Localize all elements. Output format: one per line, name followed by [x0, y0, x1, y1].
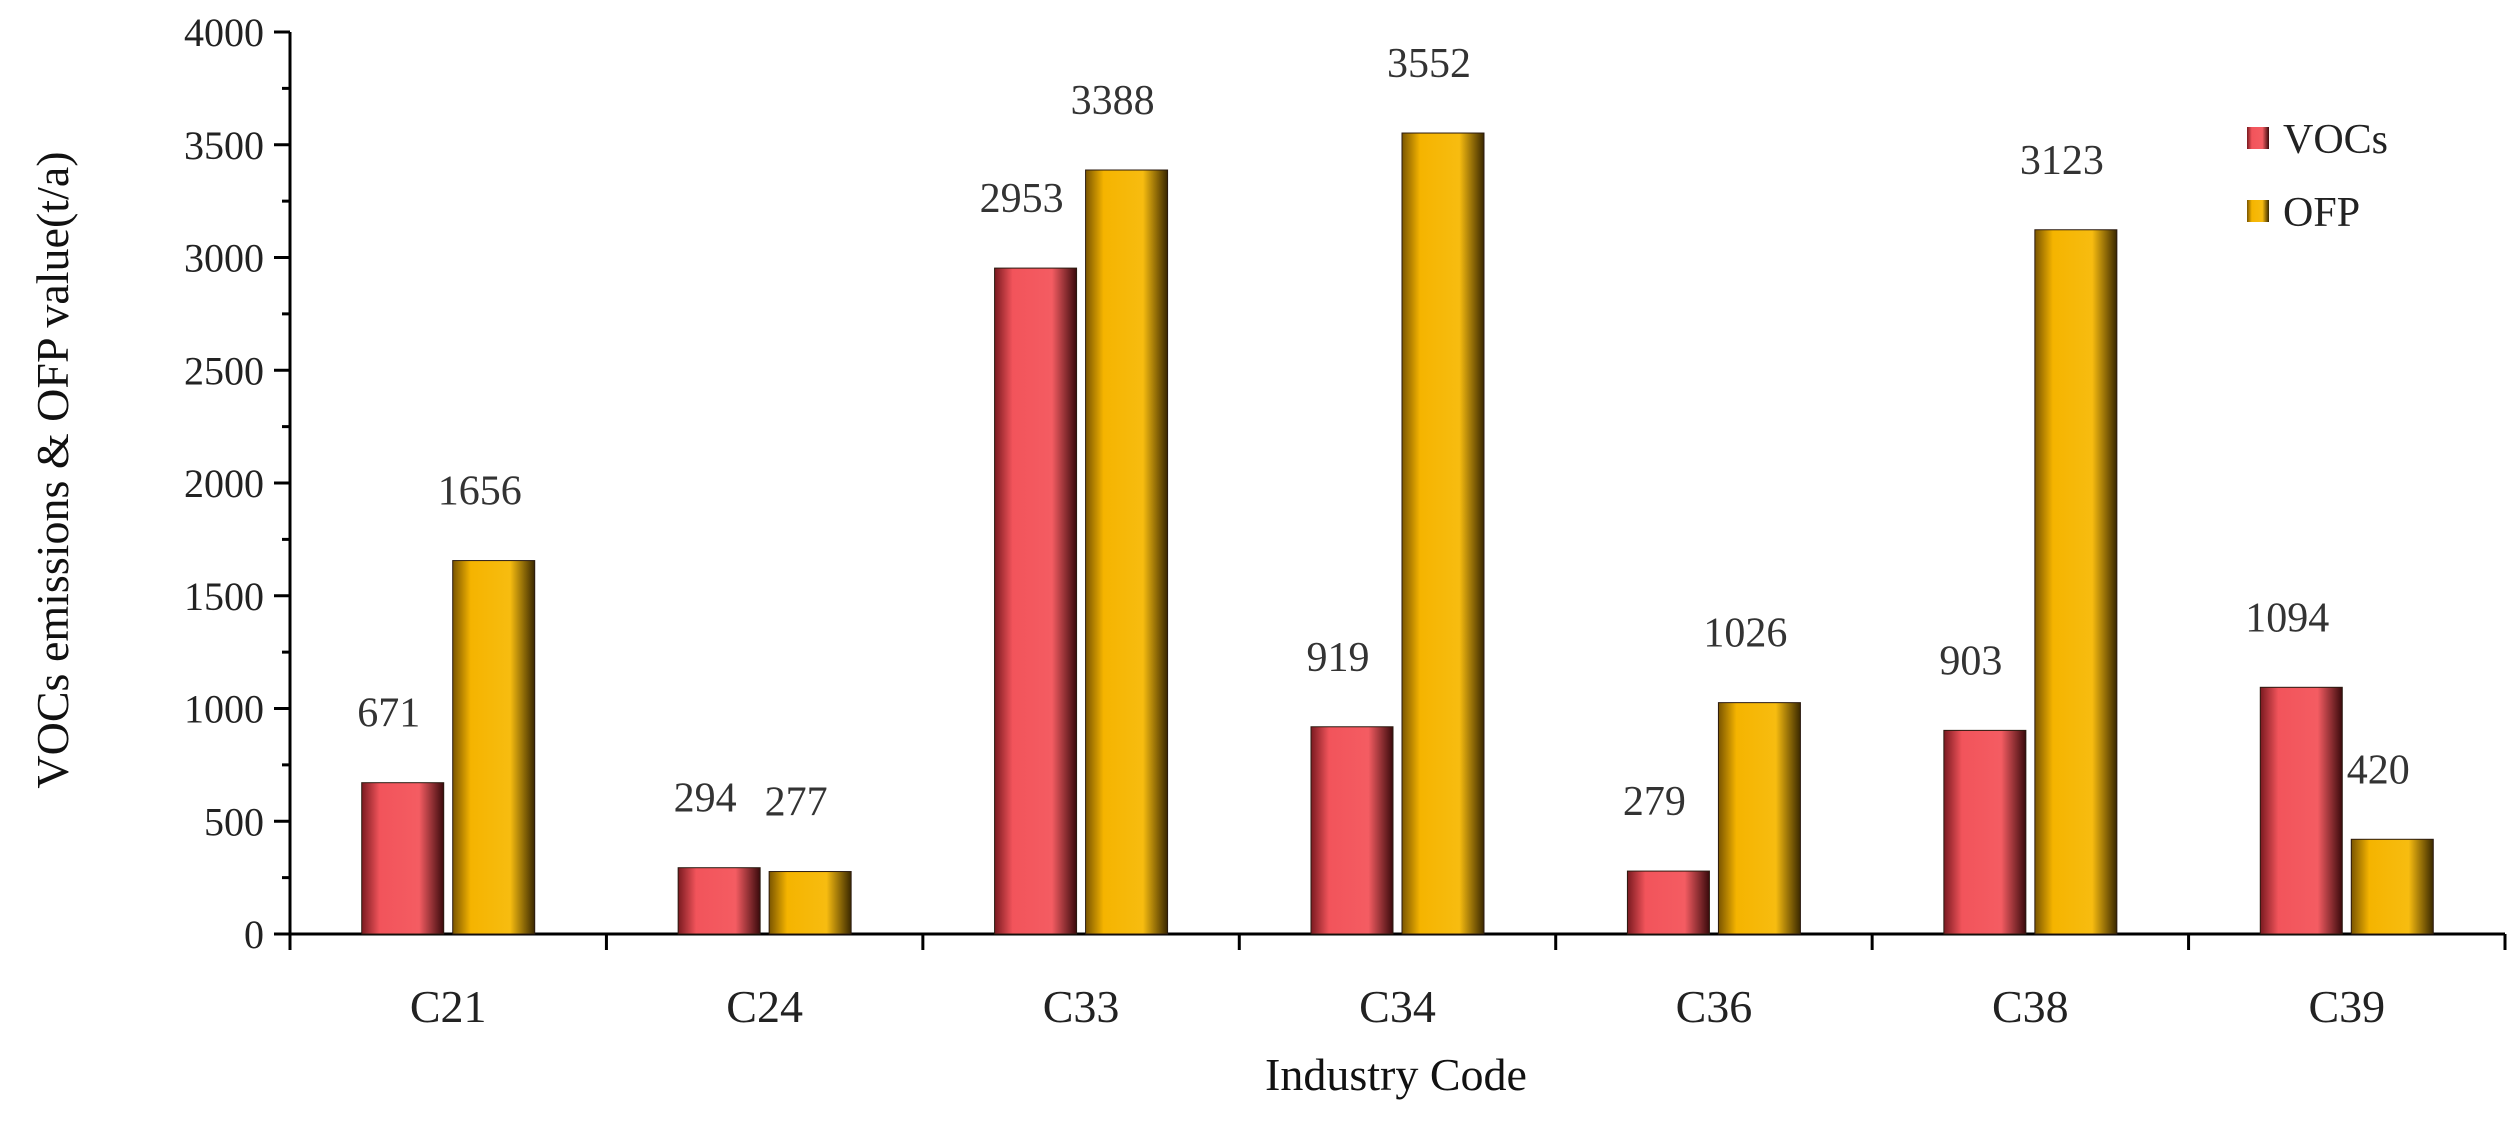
data-label-vocs-c33: 2953 — [980, 176, 1064, 222]
y-axis: 0 500 1000 1500 2000 2500 3000 3500 4000 — [184, 10, 292, 957]
data-label-vocs-c21: 671 — [357, 691, 420, 737]
data-label-vocs-c39: 1094 — [2245, 595, 2329, 641]
bar-vocs-c36 — [1626, 870, 1710, 935]
bar-ofp-c38 — [2034, 229, 2118, 935]
legend-swatch-ofp — [2247, 200, 2269, 222]
data-label-vocs-c36: 279 — [1623, 779, 1686, 825]
bars — [361, 132, 2434, 935]
bar-ofp-c33 — [1085, 169, 1169, 935]
data-label-vocs-c34: 919 — [1307, 635, 1370, 681]
legend-label-vocs: VOCs — [2283, 117, 2388, 163]
data-label-ofp-c21: 1656 — [438, 469, 522, 515]
bar-ofp-c21 — [452, 560, 536, 935]
legend-swatch-vocs — [2247, 127, 2269, 149]
x-tick-label: C38 — [1992, 981, 2069, 1032]
x-tick-label: C33 — [1043, 981, 1120, 1032]
x-tick-label: C36 — [1676, 981, 1753, 1032]
y-tick-label: 3000 — [184, 236, 264, 281]
data-label-vocs-c38: 903 — [1939, 638, 2002, 684]
data-label-ofp-c34: 3552 — [1387, 41, 1471, 87]
legend: VOCs OFP — [2247, 117, 2388, 236]
legend-item-ofp: OFP — [2247, 190, 2360, 236]
bar-vocs-c34 — [1310, 726, 1394, 935]
x-tick-label: C34 — [1359, 981, 1436, 1032]
bar-ofp-c36 — [1717, 702, 1801, 935]
y-tick-label: 2000 — [184, 461, 264, 506]
bar-ofp-c24 — [768, 871, 852, 935]
data-label-ofp-c36: 1026 — [1703, 611, 1787, 657]
y-tick-label: 500 — [204, 799, 264, 844]
bar-vocs-c38 — [1943, 729, 2027, 935]
x-tick-label: C39 — [2308, 981, 2385, 1032]
y-tick-label: 0 — [244, 912, 264, 957]
data-label-ofp-c39: 420 — [2347, 747, 2410, 793]
y-tick-label: 1500 — [184, 574, 264, 619]
data-labels: 671 1656 294 277 2953 3388 919 3552 279 1026 903 31… — [357, 41, 2410, 826]
data-label-ofp-c38: 3123 — [2020, 138, 2104, 184]
bar-vocs-c33 — [994, 267, 1078, 935]
x-axis-title: Industry Code — [1265, 1049, 1527, 1100]
x-axis: C21 C24 C33 C34 C36 C38 C39 — [288, 932, 2507, 1032]
bar-vocs-c21 — [361, 782, 445, 935]
legend-item-vocs: VOCs — [2247, 117, 2388, 163]
y-axis-title: VOCs emissions & OFP value(t/a) — [27, 151, 78, 788]
x-tick-label: C24 — [726, 981, 803, 1032]
data-label-ofp-c33: 3388 — [1071, 78, 1155, 124]
y-tick-label: 1000 — [184, 687, 264, 732]
bar-vocs-c39 — [2259, 686, 2343, 935]
y-tick-label: 2500 — [184, 348, 264, 393]
bar-ofp-c39 — [2350, 838, 2434, 935]
y-tick-label: 3500 — [184, 123, 264, 168]
y-tick-label: 4000 — [184, 10, 264, 55]
data-label-vocs-c24: 294 — [674, 776, 737, 822]
x-tick-label: C21 — [410, 981, 487, 1032]
legend-label-ofp: OFP — [2283, 190, 2360, 236]
bar-vocs-c24 — [677, 867, 761, 935]
bar-ofp-c34 — [1401, 132, 1485, 935]
data-label-ofp-c24: 277 — [765, 780, 828, 826]
